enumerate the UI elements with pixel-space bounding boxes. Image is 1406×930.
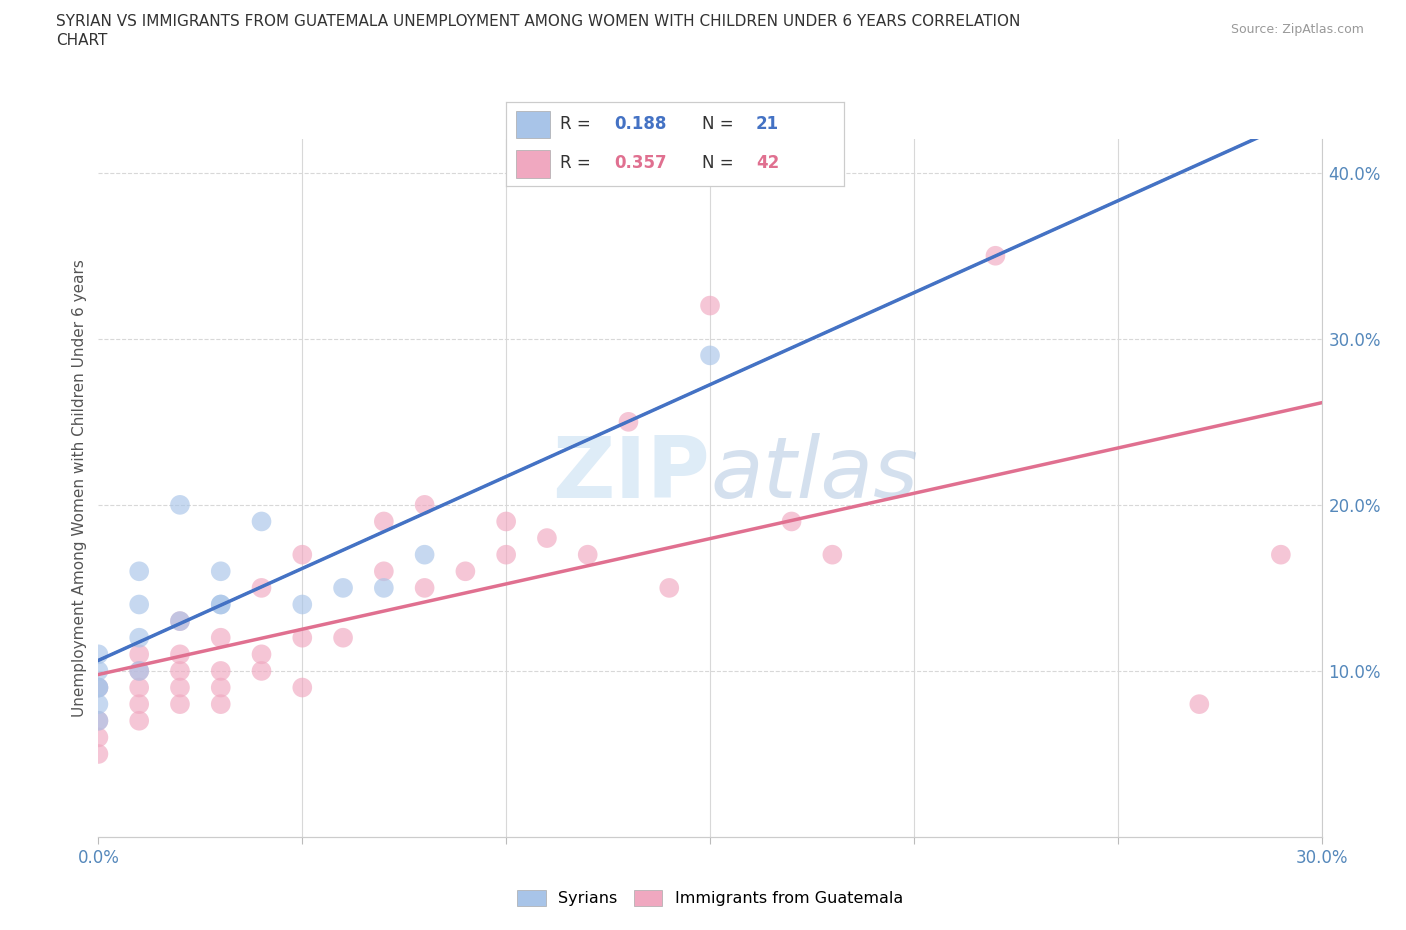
Point	[169, 680, 191, 695]
Text: 0.357: 0.357	[614, 154, 666, 172]
Text: SYRIAN VS IMMIGRANTS FROM GUATEMALA UNEMPLOYMENT AMONG WOMEN WITH CHILDREN UNDER: SYRIAN VS IMMIGRANTS FROM GUATEMALA UNEM…	[56, 14, 1021, 29]
Point	[169, 498, 191, 512]
Point	[128, 647, 150, 662]
Point	[332, 580, 354, 595]
Point	[291, 597, 314, 612]
Point	[128, 680, 150, 695]
Point	[332, 631, 354, 645]
Text: 42: 42	[756, 154, 779, 172]
Point	[373, 564, 395, 578]
Point	[87, 713, 110, 728]
Point	[209, 663, 232, 678]
Y-axis label: Unemployment Among Women with Children Under 6 years: Unemployment Among Women with Children U…	[72, 259, 87, 717]
Point	[87, 647, 110, 662]
Point	[209, 597, 232, 612]
Point	[373, 580, 395, 595]
Point	[209, 697, 232, 711]
Point	[87, 680, 110, 695]
Point	[169, 614, 191, 629]
Point	[87, 730, 110, 745]
Text: atlas: atlas	[710, 432, 918, 516]
Point	[291, 547, 314, 562]
Point	[250, 514, 273, 529]
Point	[699, 348, 721, 363]
Point	[373, 514, 395, 529]
Point	[984, 248, 1007, 263]
Point	[87, 680, 110, 695]
Point	[87, 713, 110, 728]
Text: 21: 21	[756, 115, 779, 133]
Point	[617, 415, 640, 430]
Point	[128, 713, 150, 728]
Point	[87, 680, 110, 695]
Point	[413, 580, 436, 595]
Point	[1270, 547, 1292, 562]
Point	[291, 631, 314, 645]
Point	[495, 514, 517, 529]
Point	[128, 663, 150, 678]
Point	[250, 580, 273, 595]
Point	[209, 631, 232, 645]
Point	[169, 697, 191, 711]
Text: N =: N =	[702, 115, 738, 133]
Point	[128, 697, 150, 711]
Point	[128, 564, 150, 578]
Point	[250, 663, 273, 678]
Point	[291, 680, 314, 695]
Point	[209, 564, 232, 578]
Text: N =: N =	[702, 154, 738, 172]
Point	[780, 514, 803, 529]
FancyBboxPatch shape	[516, 150, 550, 178]
Point	[495, 547, 517, 562]
Point	[536, 531, 558, 546]
Point	[128, 663, 150, 678]
Text: ZIP: ZIP	[553, 432, 710, 516]
Point	[169, 663, 191, 678]
Point	[658, 580, 681, 595]
Legend: Syrians, Immigrants from Guatemala: Syrians, Immigrants from Guatemala	[510, 884, 910, 912]
Point	[169, 647, 191, 662]
Point	[413, 498, 436, 512]
FancyBboxPatch shape	[516, 111, 550, 139]
Point	[128, 597, 150, 612]
Point	[87, 747, 110, 762]
Text: 0.188: 0.188	[614, 115, 666, 133]
Point	[576, 547, 599, 562]
Text: R =: R =	[560, 154, 596, 172]
Point	[128, 631, 150, 645]
Point	[87, 697, 110, 711]
Text: Source: ZipAtlas.com: Source: ZipAtlas.com	[1230, 23, 1364, 36]
Text: CHART: CHART	[56, 33, 108, 47]
Point	[454, 564, 477, 578]
Point	[699, 299, 721, 313]
Text: R =: R =	[560, 115, 596, 133]
Point	[209, 597, 232, 612]
Point	[1188, 697, 1211, 711]
Point	[209, 680, 232, 695]
Point	[413, 547, 436, 562]
Point	[250, 647, 273, 662]
Point	[169, 614, 191, 629]
Point	[87, 663, 110, 678]
Point	[821, 547, 844, 562]
